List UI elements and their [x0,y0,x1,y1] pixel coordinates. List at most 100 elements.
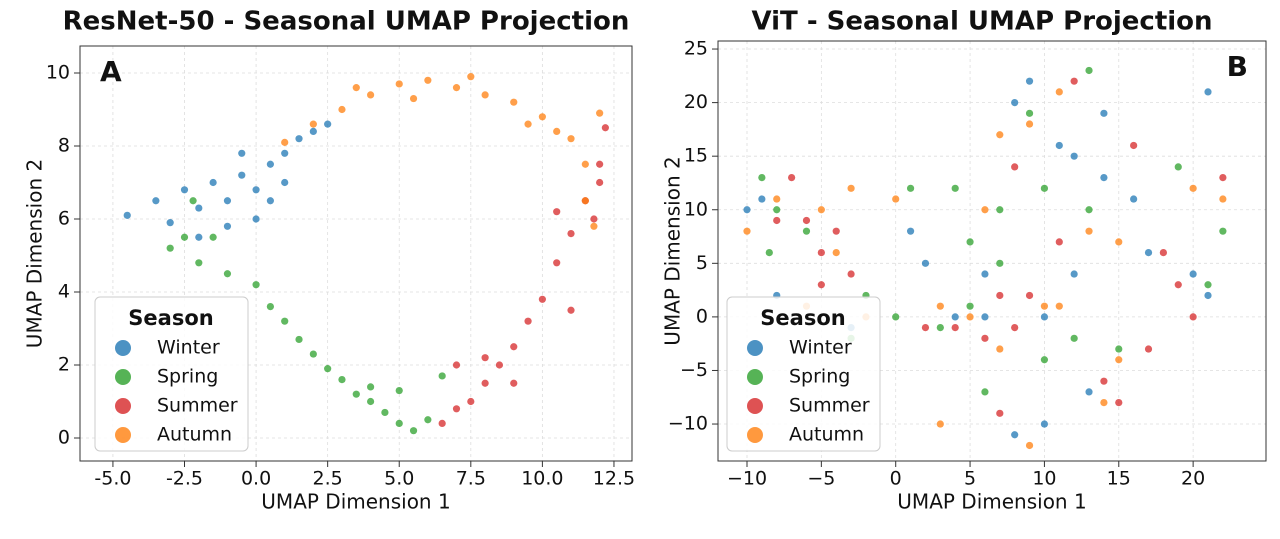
point [581,197,589,205]
point [510,379,518,387]
y-axis-label: UMAP Dimension 2 [661,156,685,345]
point [495,361,504,369]
point [481,379,489,387]
point [996,345,1004,353]
point [802,227,811,235]
point [409,94,418,103]
legend-box [94,296,249,452]
legend-title: Season [128,306,213,330]
axes-frame [79,45,633,462]
point [1204,291,1212,300]
point [1115,356,1123,364]
point [966,313,974,321]
point [281,149,289,157]
point [481,354,489,362]
point [596,178,604,187]
point [524,120,532,128]
point [936,324,944,332]
y-axis-label: UMAP Dimension 2 [23,159,47,348]
point [281,138,289,146]
legend-label: Autumn [789,424,864,446]
x-tick-label: 12.5 [593,468,635,490]
point [1085,388,1093,396]
x-tick-label: 0 [890,468,902,490]
point [758,195,766,203]
point [1204,88,1212,96]
legend-label: Winter [789,337,852,359]
point [773,216,781,225]
point [338,376,346,384]
point [189,197,197,205]
point [743,227,751,235]
point [1115,238,1123,246]
legend-label: Spring [789,366,850,388]
point [367,397,375,406]
axes-frame [717,40,1267,462]
point [1159,249,1167,257]
point [1100,399,1108,407]
legend-marker [115,398,131,414]
legend-marker [115,340,131,356]
point [152,197,160,205]
point [195,259,203,267]
point [209,233,217,241]
point [281,317,289,325]
y-tick-label: 4 [58,281,70,303]
point [596,160,604,168]
y-tick-label: 0 [58,427,70,449]
point [195,204,203,212]
point [295,335,303,344]
point [324,120,332,128]
point [788,174,796,182]
point [892,195,900,203]
point [981,313,989,321]
point [936,302,944,310]
point [1055,88,1063,96]
legend-label: Spring [157,366,218,388]
point [166,219,174,227]
legend-marker [747,340,763,356]
point [467,397,475,406]
x-tick-label: 7.5 [456,468,486,490]
y-tick-label: 20 [684,91,708,113]
point [996,259,1004,267]
point [921,259,930,267]
chart-title: ViT - Seasonal UMAP Projection [751,7,1212,37]
y-tick-label: 25 [684,38,708,60]
point [1085,206,1093,214]
point [1025,441,1034,450]
x-tick-label: −5 [807,468,835,490]
point [765,249,773,257]
x-tick-label: 0.0 [241,468,271,490]
point [1219,227,1227,235]
point [601,124,609,132]
x-tick-label: 5 [964,468,976,490]
point [996,206,1004,214]
point [166,244,174,252]
point [266,303,274,311]
x-tick-label: 15 [1107,468,1131,490]
point [252,186,260,194]
point [590,215,598,223]
point [996,291,1004,300]
y-tick-label: 6 [58,208,70,230]
point [1219,174,1227,182]
point [424,76,432,84]
panel-label: A [100,55,122,88]
point [1011,324,1019,332]
point [951,184,959,192]
legend-label: Autumn [157,424,232,446]
point [223,270,232,278]
point [596,109,604,117]
point [553,259,561,267]
point [966,238,974,246]
point [1070,77,1078,85]
y-tick-label: 5 [696,252,708,274]
point [1070,152,1078,160]
x-tick-label: 5.0 [384,468,414,490]
chart-title: ResNet-50 - Seasonal UMAP Projection [63,7,630,37]
point [1025,77,1034,85]
legend-box [726,296,881,452]
point [802,216,811,225]
point [1040,356,1049,364]
